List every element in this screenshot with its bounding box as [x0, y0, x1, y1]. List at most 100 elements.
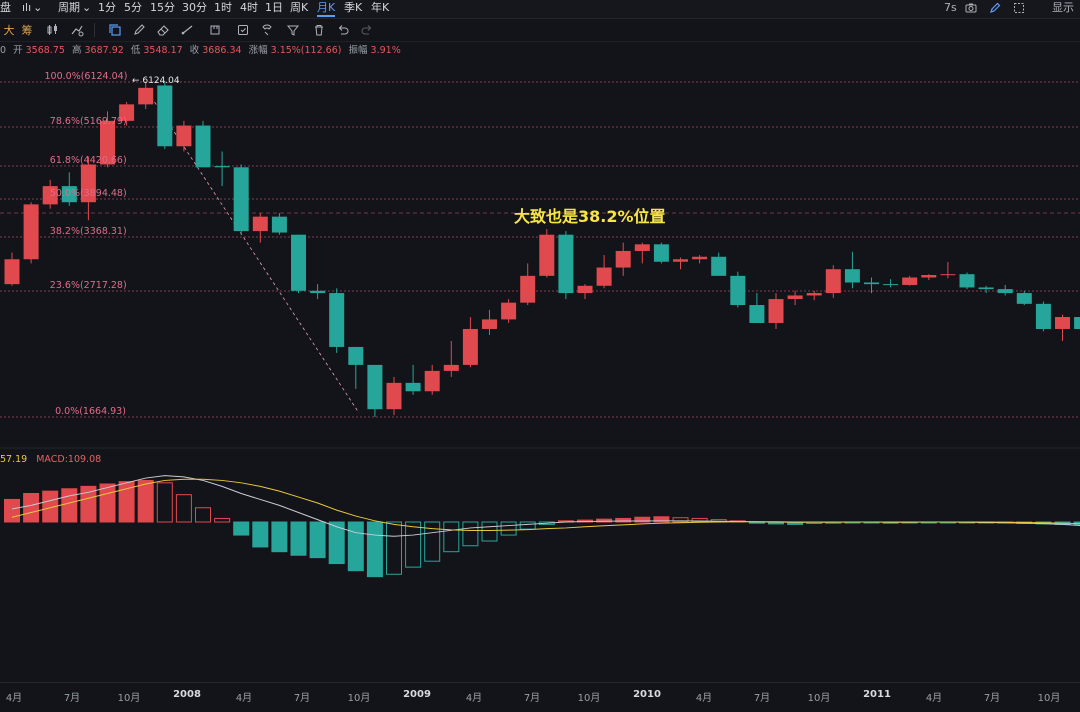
time-axis: 4月 7月 10月 2008 4月 7月 10月 2009 4月 7月 10月 2010 4月 7月 10月… [0, 682, 1080, 712]
pen-draw-icon[interactable] [130, 21, 148, 39]
macd-bar [61, 488, 78, 523]
candle-body [271, 216, 287, 233]
candle-body [711, 256, 727, 276]
period-15min[interactable]: 15分 [150, 1, 175, 14]
macd-bar [653, 516, 670, 523]
candle-body [902, 277, 918, 285]
candle-body [673, 259, 688, 262]
close-label: 收 [189, 45, 200, 56]
macd-bar [596, 518, 613, 523]
toolbar-chart-type-icon[interactable]: ılı ⌄ [22, 1, 43, 14]
time-axis-label: 4月 [5, 693, 23, 704]
ohlc-prefix: 0 [0, 45, 7, 56]
candle-body [883, 284, 899, 286]
change-value: 3.15%(112.66) [270, 45, 342, 56]
candle-body [157, 85, 173, 147]
open-value: 3568.75 [25, 45, 65, 56]
candle-body [329, 293, 345, 347]
high-price-marker: ← 6124.04 [132, 76, 180, 86]
time-axis-label: 7月 [293, 693, 311, 704]
macd-bar [4, 498, 20, 523]
period-quarter[interactable]: 季K [344, 1, 363, 14]
period-1d[interactable]: 1日 [265, 1, 283, 14]
candle-body [501, 302, 517, 320]
time-axis-label: 7月 [63, 693, 81, 704]
period-month[interactable]: 月K [317, 0, 336, 17]
redo-icon[interactable] [358, 21, 376, 39]
pencil-icon[interactable] [989, 0, 1003, 17]
time-axis-label: 2009 [403, 689, 431, 700]
period-week[interactable]: 周K [290, 1, 309, 14]
candle-body [195, 125, 211, 168]
candle-body [424, 370, 440, 392]
period-30min[interactable]: 30分 [182, 1, 207, 14]
period-5min[interactable]: 5分 [124, 1, 142, 14]
undo-icon[interactable] [334, 21, 352, 39]
draw-line-icon[interactable] [178, 21, 196, 39]
time-axis-label: 2011 [863, 689, 891, 700]
candle-body [482, 319, 497, 329]
candle-body [634, 244, 650, 251]
candle-body [844, 269, 860, 283]
candle-body [768, 299, 784, 324]
candle-body [806, 293, 822, 296]
camera-icon[interactable] [965, 0, 979, 17]
macd-bar [290, 521, 307, 556]
candle-body [1074, 317, 1080, 329]
low-label: 低 [130, 45, 141, 56]
drawing-toolbar: 大 筹 [0, 19, 1080, 42]
macd-bar [118, 481, 135, 523]
candle-body [1055, 317, 1070, 329]
candle-body [252, 216, 268, 232]
time-axis-label: 7月 [523, 693, 541, 704]
macd-bar [252, 521, 269, 548]
candle-body [539, 234, 555, 276]
fib-level-label: 0.0%(1664.93) [55, 406, 126, 417]
filter-icon[interactable] [284, 21, 302, 39]
toolbar-item-chip[interactable]: 筹 [21, 24, 33, 37]
macd-bar [175, 494, 192, 523]
candle-body [348, 346, 364, 365]
fib-level-label: 61.8%(4420.66) [49, 155, 127, 166]
eraser-icon[interactable] [154, 21, 172, 39]
chevron-down-icon: ⌄ [82, 1, 92, 14]
candle-body [940, 274, 956, 276]
copy-icon[interactable] [106, 21, 124, 39]
ohlc-legend: 0 开 3568.75 高 3687.92 低 3548.17 收 3686.3… [0, 44, 401, 58]
magnet-icon[interactable] [258, 21, 276, 39]
period-1h[interactable]: 1时 [214, 1, 232, 14]
time-axis-label: 7月 [753, 693, 771, 704]
toolbar-item-market[interactable]: 盘 [0, 1, 11, 14]
kline-chart[interactable] [0, 0, 1080, 682]
refresh-interval[interactable]: 7s [944, 1, 957, 14]
candle-body [100, 120, 115, 165]
period-1min[interactable]: 1分 [98, 1, 116, 14]
trash-icon[interactable] [310, 21, 328, 39]
low-value: 3548.17 [143, 45, 183, 56]
period-year[interactable]: 年K [371, 1, 390, 14]
time-axis-label: 10月 [347, 693, 371, 704]
measure-icon[interactable] [206, 21, 224, 39]
display-button[interactable]: 显示 [1052, 1, 1074, 14]
macd-bar [462, 521, 479, 547]
time-axis-label: 4月 [925, 693, 943, 704]
candle-style-icon[interactable] [44, 21, 62, 39]
candle-body [978, 287, 994, 290]
divider [94, 23, 95, 37]
note-icon[interactable] [234, 21, 252, 39]
toolbar-period-dropdown[interactable]: 周期 ⌄ [58, 1, 92, 14]
candle-body [959, 274, 975, 288]
candle-body [462, 328, 478, 365]
time-axis-label: 10月 [117, 693, 141, 704]
period-4h[interactable]: 4时 [240, 1, 258, 14]
macd-bar [214, 517, 231, 523]
candle-body [615, 250, 631, 268]
time-axis-label: 10月 [1037, 693, 1061, 704]
toolbar-item-da[interactable]: 大 [3, 24, 15, 37]
macd-bar [233, 521, 250, 536]
fib-trend-line [147, 91, 360, 414]
indicator-settings-icon[interactable] [68, 21, 86, 39]
macd-bar [156, 482, 173, 523]
dotted-square-icon[interactable] [1013, 0, 1027, 17]
candle-body [291, 234, 306, 291]
